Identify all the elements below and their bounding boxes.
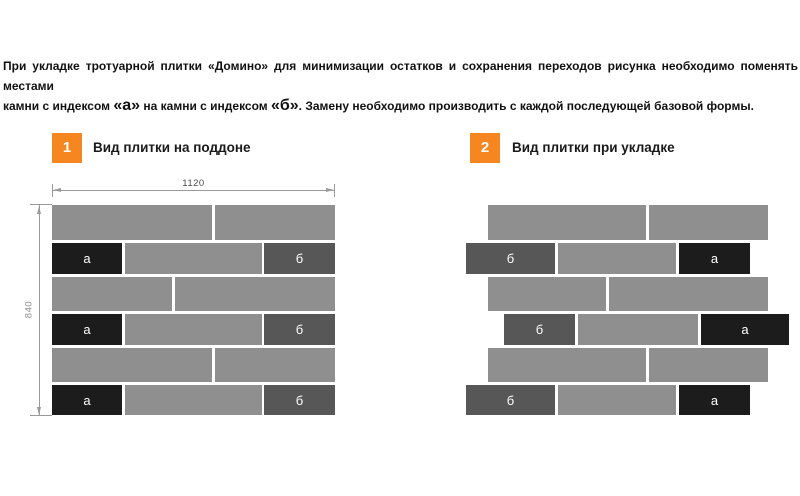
- tile-gray: [215, 205, 335, 240]
- index-b-label: «б»: [270, 97, 299, 114]
- index-a-label: «а»: [113, 97, 141, 114]
- tile-gray: [558, 385, 676, 415]
- dimension-arrow-left-icon: [53, 188, 61, 192]
- tile-gray: [52, 348, 212, 382]
- intro-text-4: . Замену необходимо производить с каждой…: [298, 99, 754, 113]
- dimension-width-label: 1120: [182, 178, 205, 189]
- tile-gray: [649, 348, 768, 382]
- tile-gray: [649, 205, 768, 240]
- tile-b: б: [466, 243, 555, 274]
- tile-gray: [125, 314, 262, 345]
- tile-gray: [578, 314, 698, 345]
- tile-gray: [175, 277, 335, 311]
- tile-a: а: [679, 243, 750, 274]
- dimension-tick: [30, 415, 52, 416]
- tile-a: а: [52, 314, 122, 345]
- tile-gray: [488, 277, 606, 311]
- tile-a: а: [701, 314, 789, 345]
- tile-gray: [125, 243, 262, 274]
- tile-gray: [215, 348, 335, 382]
- tile-gray: [558, 243, 676, 274]
- tile-a: а: [52, 243, 122, 274]
- intro-paragraph: При укладке тротуарной плитки «Домино» д…: [3, 56, 798, 116]
- section-1-title: Вид плитки на поддоне: [93, 140, 251, 155]
- intro-text-3: на камни с индексом: [140, 99, 271, 113]
- tile-gray: [125, 385, 262, 415]
- dimension-arrow-up-icon: [37, 206, 41, 214]
- section-2-title: Вид плитки при укладке: [512, 140, 675, 155]
- diagram-tiles-when-laying: б а б а б а: [466, 205, 789, 415]
- diagram-tiles-on-pallet: а б а б а б: [52, 205, 335, 415]
- dimension-width-line: [52, 190, 335, 191]
- tile-gray: [488, 348, 646, 382]
- dimension-height-line: [39, 205, 40, 415]
- dimension-height-label: 840: [23, 300, 35, 319]
- dimension-tick: [30, 204, 52, 205]
- tile-gray: [609, 277, 768, 311]
- intro-line-2: камни с индексом «а» на камни с индексом…: [3, 96, 798, 116]
- tile-gray: [52, 205, 212, 240]
- dimension-arrow-down-icon: [37, 407, 41, 415]
- tile-b: б: [264, 314, 335, 345]
- tile-b: б: [466, 385, 555, 415]
- intro-text-1: При укладке тротуарной плитки «Домино» д…: [3, 59, 798, 93]
- tile-b: б: [504, 314, 575, 345]
- tile-b: б: [264, 385, 335, 415]
- tile-gray: [52, 277, 172, 311]
- section-2-number-badge: 2: [470, 133, 500, 163]
- dimension-tick: [334, 184, 335, 197]
- dimension-tick: [52, 184, 53, 197]
- tile-gray: [488, 205, 646, 240]
- dimension-arrow-right-icon: [326, 188, 334, 192]
- intro-line-1: При укладке тротуарной плитки «Домино» д…: [3, 56, 798, 96]
- tile-b: б: [264, 243, 335, 274]
- tile-a: а: [52, 385, 122, 415]
- intro-text-2: камни с индексом: [3, 99, 114, 113]
- section-1-number-badge: 1: [52, 133, 82, 163]
- tile-a: а: [679, 385, 750, 415]
